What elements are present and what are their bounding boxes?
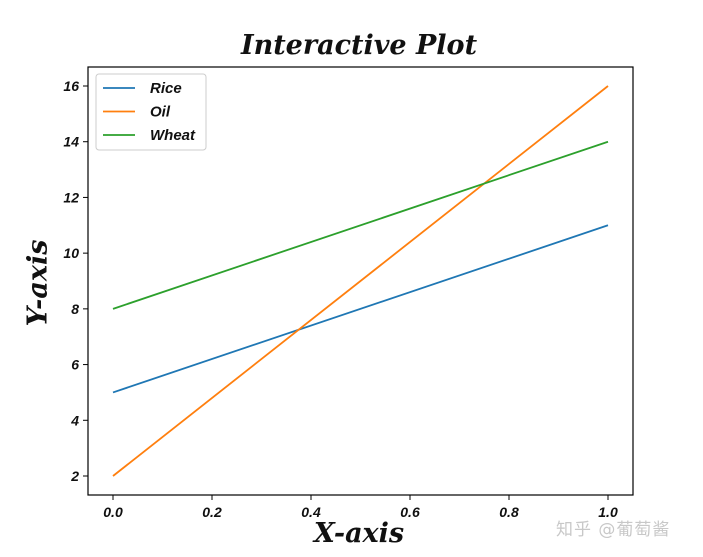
y-tick-label: 8: [71, 301, 79, 317]
x-tick-label: 0.4: [301, 504, 321, 520]
line-oil: [112, 85, 609, 477]
y-tick-label: 4: [70, 412, 79, 428]
x-axis-ticks: 0.0 0.2 0.4 0.6 0.8 1.0: [103, 495, 618, 520]
y-axis-label: Y-axis: [22, 239, 54, 327]
y-tick-label: 14: [63, 134, 79, 150]
chart-title: Interactive Plot: [240, 30, 478, 61]
x-tick-label: 0.0: [103, 504, 123, 520]
x-tick-label: 0.6: [400, 504, 420, 520]
legend-label-rice: Rice: [150, 80, 182, 97]
legend-label-wheat: Wheat: [150, 127, 196, 144]
x-axis-label: X-axis: [313, 518, 405, 549]
watermark: 知乎 @葡萄酱: [556, 520, 671, 540]
x-tick-label: 0.8: [499, 504, 519, 520]
legend: Rice Oil Wheat: [95, 73, 207, 151]
y-tick-label: 2: [70, 468, 79, 484]
legend-label-oil: Oil: [150, 104, 171, 121]
y-axis-ticks: 2 4 6 8 10 12 14 16: [63, 78, 88, 484]
line-wheat: [112, 140, 609, 310]
legend-box: [95, 73, 207, 151]
x-tick-label: 1.0: [598, 504, 618, 520]
x-tick-label: 0.2: [202, 504, 222, 520]
line-rice: [112, 224, 609, 394]
y-tick-label: 16: [63, 78, 79, 94]
y-tick-label: 6: [71, 357, 79, 373]
y-tick-label: 12: [63, 189, 79, 205]
y-tick-label: 10: [63, 245, 79, 261]
series-lines: [112, 85, 609, 477]
